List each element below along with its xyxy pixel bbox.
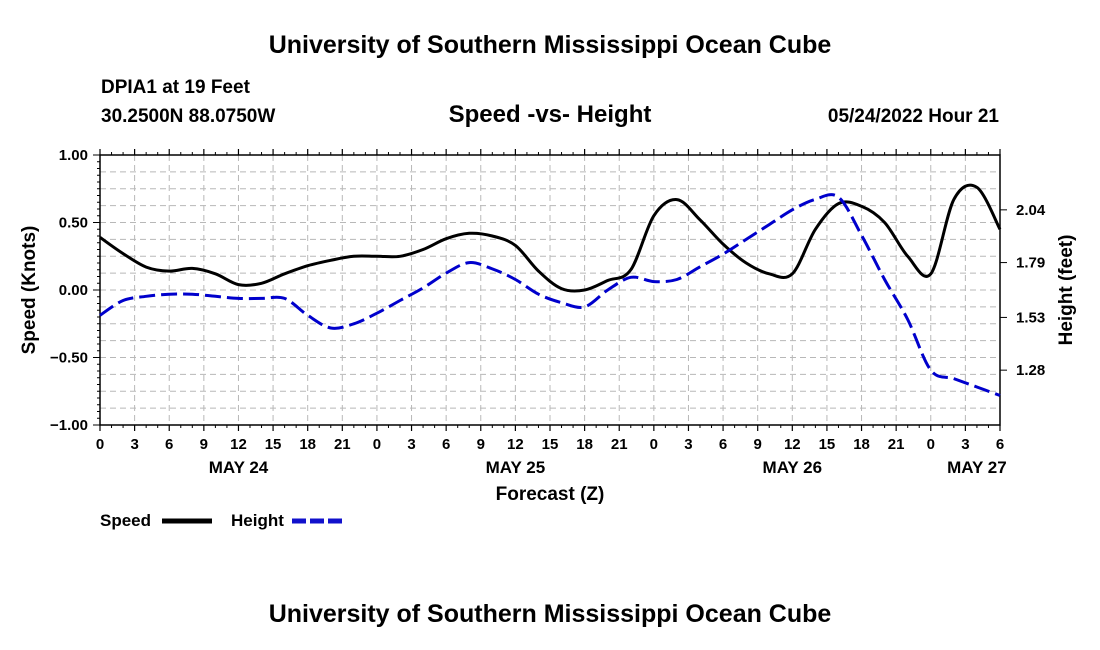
x-tick-label: 9 <box>200 436 208 453</box>
y-right-tick-label: 1.53 <box>1016 309 1045 326</box>
x-tick-label: 0 <box>650 436 658 453</box>
x-tick-label: 9 <box>754 436 762 453</box>
series-line-speed <box>99 183 1002 293</box>
y-axis-right-title: Height (feet) <box>1056 235 1077 346</box>
x-tick-label: 6 <box>165 436 173 453</box>
y-right-tick-label: 1.79 <box>1016 255 1045 272</box>
footer-title: University of Southern Mississippi Ocean… <box>268 600 832 628</box>
axis-ticks <box>93 149 1007 431</box>
x-tick-label: 6 <box>442 436 450 453</box>
x-tick-label: 3 <box>684 436 692 453</box>
y-right-tick-label: 1.28 <box>1016 362 1045 379</box>
x-day-label: MAY 27 <box>947 458 1007 477</box>
y-right-tick-label: 2.04 <box>1016 202 1046 219</box>
x-tick-label: 18 <box>299 436 316 453</box>
y-left-tick-label: 0.00 <box>59 282 88 299</box>
y-left-tick-label: −0.50 <box>50 350 88 367</box>
x-tick-label: 21 <box>334 436 351 453</box>
axis-labels: 0 3 6 9 12 15 18 21 0 3 6 9 12 15 18 21 0 3 6 9 12 15 18 21 0 3 6 1… <box>50 147 1046 477</box>
x-tick-label: 0 <box>373 436 381 453</box>
x-tick-label: 0 <box>96 436 104 453</box>
x-tick-label: 15 <box>819 436 836 453</box>
x-axis-title: Forecast (Z) <box>496 484 605 505</box>
chart-subtitle: Speed -vs- Height <box>448 101 652 128</box>
station-label: DPIA1 at 19 Feet <box>101 77 250 98</box>
y-left-tick-label: 0.50 <box>59 215 88 232</box>
y-left-tick-label: −1.00 <box>50 417 88 434</box>
x-tick-label: 12 <box>507 436 524 453</box>
series-lines <box>99 183 1002 397</box>
x-tick-label: 21 <box>888 436 905 453</box>
y-axis-left-title: Speed (Knots) <box>19 226 40 355</box>
x-tick-label: 3 <box>407 436 415 453</box>
timestamp-label: 05/24/2022 Hour 21 <box>827 106 999 127</box>
x-tick-label: 6 <box>719 436 727 453</box>
grid-lines <box>100 155 1000 425</box>
x-tick-label: 12 <box>784 436 801 453</box>
x-tick-label: 6 <box>996 436 1004 453</box>
x-tick-label: 12 <box>230 436 247 453</box>
x-tick-label: 15 <box>265 436 282 453</box>
x-day-label: MAY 24 <box>209 458 269 477</box>
x-tick-label: 15 <box>542 436 559 453</box>
x-tick-label: 9 <box>477 436 485 453</box>
legend-height-label: Height <box>231 511 284 530</box>
x-day-label: MAY 25 <box>486 458 546 477</box>
coordinates-label: 30.2500N 88.0750W <box>101 106 276 127</box>
x-tick-label: 18 <box>576 436 593 453</box>
y-left-tick-label: 1.00 <box>59 147 88 164</box>
chart-title-main: University of Southern Mississippi Ocean… <box>268 31 832 59</box>
x-tick-label: 3 <box>961 436 969 453</box>
x-tick-label: 0 <box>927 436 935 453</box>
x-tick-label: 3 <box>130 436 138 453</box>
x-tick-label: 18 <box>853 436 870 453</box>
x-day-label: MAY 26 <box>763 458 823 477</box>
x-tick-label: 21 <box>611 436 628 453</box>
legend-speed-label: Speed <box>100 511 151 530</box>
series-line-height <box>99 193 1001 397</box>
